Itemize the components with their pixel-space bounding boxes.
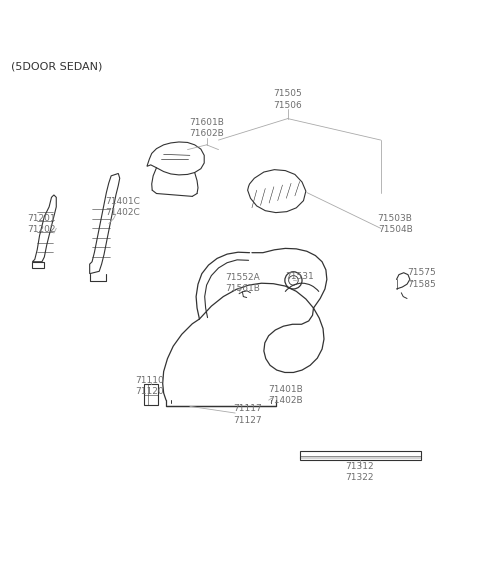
Text: 71401C
71402C: 71401C 71402C [106,197,141,217]
Text: 71505
71506: 71505 71506 [273,89,302,109]
Text: (5DOOR SEDAN): (5DOOR SEDAN) [11,61,102,71]
Text: 71503B
71504B: 71503B 71504B [378,214,412,234]
Text: 71601B
71602B: 71601B 71602B [189,118,224,138]
Text: 71312
71322: 71312 71322 [345,462,373,482]
Text: 71552A
71561B: 71552A 71561B [225,273,260,293]
Text: 71117
71127: 71117 71127 [233,404,262,425]
Text: 71110
71120: 71110 71120 [135,376,164,396]
Text: 71575
71585: 71575 71585 [407,268,436,289]
Text: 71531: 71531 [285,271,314,281]
Text: 71401B
71402B: 71401B 71402B [268,385,303,406]
Text: 71201
71202: 71201 71202 [28,214,56,234]
